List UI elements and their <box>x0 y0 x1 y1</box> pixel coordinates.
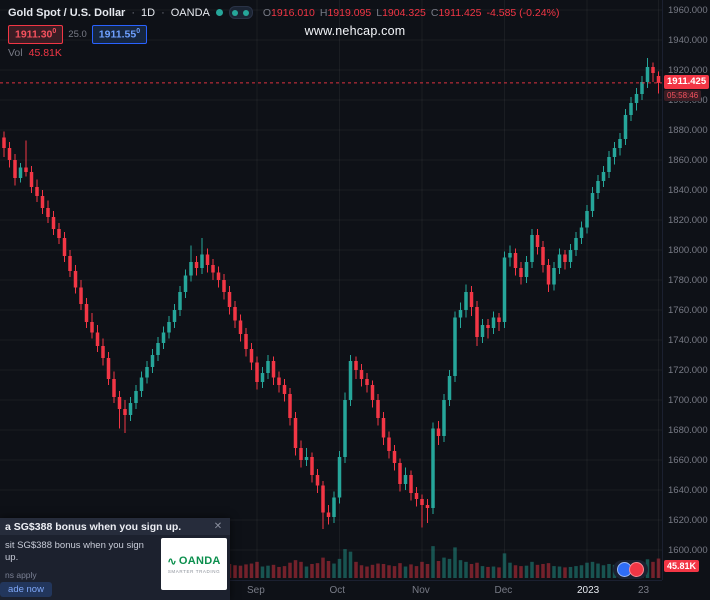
low-key: L <box>376 6 383 19</box>
volume-axis-label: 45.81K <box>664 560 700 572</box>
price-tick-label: 1740.000 <box>668 335 708 346</box>
close-icon[interactable]: ✕ <box>213 521 223 532</box>
price-tick-label: 1940.000 <box>668 35 708 46</box>
high-value: 1919.095 <box>327 6 372 19</box>
visibility-toggle-icon[interactable] <box>228 6 253 19</box>
open-value: 1916.010 <box>271 6 315 19</box>
oanda-logo: ∿ OANDA SMARTER TRADING <box>161 538 227 590</box>
exchange-label: OANDA <box>170 6 210 19</box>
red-circle-icon[interactable] <box>629 562 644 577</box>
symbol-legend[interactable]: Gold Spot / U.S. Dollar · 1D · OANDA O19… <box>8 6 559 19</box>
spread-value: 25.0 <box>68 28 87 40</box>
price-tick-label: 1880.000 <box>668 125 708 136</box>
change-value: -4.585 (-0.24%) <box>486 6 560 19</box>
ad-headline: a SG$388 bonus when you sign up. <box>5 520 182 533</box>
price-tick-label: 1600.000 <box>668 545 708 556</box>
time-axis-label: Dec <box>494 585 513 596</box>
time-axis-label: 23 <box>638 585 650 596</box>
ad-overlay: a SG$388 bonus when you sign up. ✕ sit S… <box>0 518 230 600</box>
price-tick-label: 1640.000 <box>668 485 708 496</box>
buy-button[interactable]: 1911.550 <box>91 25 148 44</box>
bottom-right-icon-pill[interactable] <box>613 560 648 579</box>
separator: · <box>131 6 136 19</box>
price-tick-label: 1860.000 <box>668 155 708 166</box>
price-tick-label: 1620.000 <box>668 515 708 526</box>
bar-countdown: 05:58:46 <box>664 89 702 101</box>
price-tick-label: 1720.000 <box>668 365 708 376</box>
ohlc-values: O1916.010 H1919.095 L1904.325 C1911.425 … <box>263 7 560 19</box>
time-axis-label: Nov <box>412 585 430 596</box>
time-axis-label: Oct <box>329 585 346 596</box>
time-axis[interactable]: Sep Oct Nov Dec 2023 23 <box>0 580 662 600</box>
price-chart[interactable] <box>0 0 662 580</box>
price-tick-label: 1680.000 <box>668 425 708 436</box>
market-open-dot-icon <box>215 9 223 16</box>
close-key: C <box>430 6 439 19</box>
price-tick-label: 1660.000 <box>668 455 708 466</box>
price-tick-label: 1920.000 <box>668 65 708 76</box>
price-tick-label: 1800.000 <box>668 245 708 256</box>
separator: · <box>161 6 165 19</box>
ad-body-text: sit SG$388 bonus when you sign up. <box>5 540 144 563</box>
last-price-label: 1911.425 <box>664 74 710 89</box>
watermark-text: www.nehcap.com <box>304 24 406 38</box>
price-tick-label: 1780.000 <box>668 275 708 286</box>
oanda-tagline: SMARTER TRADING <box>167 568 221 574</box>
oanda-logo-text: OANDA <box>178 555 221 567</box>
volume-value: 45.81K <box>28 47 62 59</box>
price-tick-label: 1960.000 <box>668 5 708 16</box>
time-axis-label: 2023 <box>577 585 600 596</box>
open-key: O <box>262 6 272 19</box>
high-key: H <box>319 6 328 19</box>
timeframe-label[interactable]: 1D <box>141 6 156 19</box>
symbol-title[interactable]: Gold Spot / U.S. Dollar <box>8 6 126 19</box>
price-tick-label: 1840.000 <box>668 185 708 196</box>
volume-label: Vol <box>8 47 23 59</box>
price-tick-label: 1760.000 <box>668 305 708 316</box>
quote-row: 1911.300 25.0 1911.550 <box>8 25 148 44</box>
ad-header: a SG$388 bonus when you sign up. ✕ <box>0 518 230 535</box>
close-value: 1911.425 <box>438 6 482 19</box>
price-tick-label: 1700.000 <box>668 395 708 406</box>
ad-fine-print: ns apply <box>5 570 37 580</box>
price-axis[interactable]: 1600.000 1620.000 1640.000 1660.000 1680.000… <box>662 0 710 580</box>
low-value: 1904.325 <box>382 6 426 19</box>
time-axis-label: Sep <box>247 585 265 596</box>
oanda-logo-mark-icon: ∿ <box>167 555 177 568</box>
trade-now-button[interactable]: ade now <box>0 582 52 597</box>
price-tick-label: 1820.000 <box>668 215 708 226</box>
volume-indicator-row[interactable]: Vol 45.81K <box>8 47 62 59</box>
sell-button[interactable]: 1911.300 <box>8 25 64 44</box>
